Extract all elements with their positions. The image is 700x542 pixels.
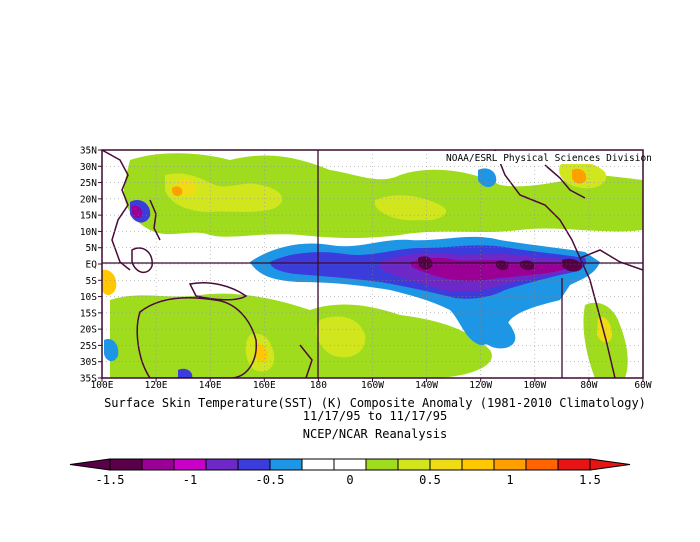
colorbar-swatch [525, 458, 559, 471]
south-america-east [579, 249, 643, 271]
figure-date-range: 11/17/95 to 11/17/95 [303, 409, 448, 423]
colorbar-swatch [269, 458, 303, 471]
mexico-coast [544, 164, 586, 199]
nz-coast [299, 344, 313, 378]
lon-tick-label: 60W [634, 380, 651, 391]
lon-tick-label: 140W [415, 380, 438, 391]
credit-box [442, 151, 642, 164]
colorbar-tick-label: 0 [346, 473, 353, 487]
lat-tick-label: 20S [80, 325, 97, 336]
philippines-coast [149, 199, 161, 241]
longitude-labels: 100E 120E 140E 160E 180 160W 140W 120W 100W 80W 60… [91, 380, 652, 391]
warm-anomaly-caribbean-orange [572, 168, 587, 184]
colorbar-tick-label: -1 [183, 473, 197, 487]
lat-tick-label: 30N [80, 162, 97, 173]
warm-anomaly-peru-yellow [597, 317, 612, 343]
lat-tick-label: 25N [80, 178, 97, 189]
colorbar-swatch [141, 458, 175, 471]
warm-anomaly-north-pacific [123, 153, 643, 239]
warm-anomaly-north-pacific-inner [165, 173, 283, 212]
figure-source: NCEP/NCAR Reanalysis [303, 427, 448, 441]
new-guinea-coast [188, 282, 248, 301]
lat-tick-label: 15S [80, 308, 97, 319]
borneo-coast [131, 247, 153, 274]
colorbar-swatch [461, 458, 495, 471]
lon-tick-label: 120E [145, 380, 168, 391]
warm-anomaly-south-pacific [110, 293, 492, 378]
colorbar-arrow-left [69, 458, 111, 471]
map-frame [101, 149, 644, 379]
colorbar-swatch [237, 458, 271, 471]
figure-title: Surface Skin Temperature(SST) (K) Compos… [104, 396, 646, 410]
lat-tick-label: 35N [80, 146, 97, 157]
lat-tick-label: 30S [80, 357, 97, 368]
colorbar-swatch [109, 458, 143, 471]
warm-anomaly-central-north [375, 195, 447, 221]
warm-anomaly-orange-north [172, 186, 183, 197]
americas-coast [494, 150, 616, 378]
warm-anomaly-southwest-orange [256, 344, 268, 362]
cold-anomaly-core-4 [562, 258, 583, 272]
lat-tick-label: 25S [80, 341, 97, 352]
lat-tick-label: 15N [80, 211, 97, 222]
lon-tick-label: 100E [91, 380, 114, 391]
lat-tick-label: 10S [80, 292, 97, 303]
latitude-labels: 35N 30N 25N 20N 15N 10N 5N EQ 5S 10S 15S 20S 25S 30S 3… [80, 146, 97, 385]
colorbar-tick-label: 0.5 [419, 473, 441, 487]
colorbar-swatch [365, 458, 399, 471]
colorbar-swatch [493, 458, 527, 471]
australia-coast [136, 297, 257, 378]
lon-tick-label: 160W [361, 380, 384, 391]
lon-tick-label: 140E [199, 380, 222, 391]
lat-tick-label: 5S [86, 276, 98, 287]
colorbar-swatch [397, 458, 431, 471]
colorbar-swatch [205, 458, 239, 471]
lon-tick-label: 120W [469, 380, 492, 391]
cold-anomaly-west-south [104, 338, 119, 362]
colorbar-swatch [301, 458, 335, 471]
lon-tick-label: 160E [253, 380, 276, 391]
warm-anomaly-south-central [316, 316, 366, 358]
colorbar [69, 458, 631, 471]
colorbar-tick-label: -0.5 [256, 473, 285, 487]
lon-tick-label: 100W [523, 380, 546, 391]
credit-label: NOAA/ESRL Physical Sciences Division [446, 153, 652, 164]
lon-tick-label: 180 [310, 380, 327, 391]
cold-anomaly-southeast [468, 308, 516, 349]
colorbar-tick-label: 1.5 [579, 473, 601, 487]
colorbar-swatch [429, 458, 463, 471]
warm-anomaly-west-edge [102, 269, 117, 295]
lat-tick-label: 20N [80, 194, 97, 205]
coastlines [102, 150, 643, 378]
colorbar-labels: -1.5 -1 -0.5 0 0.5 1 1.5 [96, 473, 601, 487]
lat-tick-label: EQ [86, 260, 98, 271]
lat-tick-label: 5N [86, 243, 98, 254]
colorbar-swatch [557, 458, 591, 471]
lat-tick-label: 10N [80, 227, 97, 238]
colorbar-swatch [173, 458, 207, 471]
cold-anomaly-south-small [178, 368, 193, 378]
colorbar-swatch [333, 458, 367, 471]
lat-tick-label: 35S [80, 374, 97, 385]
colorbar-tick-label: 1 [506, 473, 513, 487]
colorbar-arrow-right [589, 458, 631, 471]
lon-tick-label: 80W [580, 380, 597, 391]
map-panel: NOAA/ESRL Physical Sciences Division 35N… [80, 146, 652, 392]
colorbar-tick-label: -1.5 [96, 473, 125, 487]
asia-coast [102, 150, 131, 271]
